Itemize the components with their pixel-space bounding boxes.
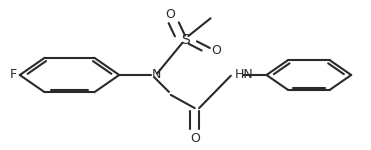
Text: S: S [181,33,190,47]
Text: N: N [152,69,161,81]
Text: O: O [190,132,200,145]
Text: O: O [211,44,221,57]
Text: O: O [165,8,175,21]
Text: F: F [10,69,17,81]
Text: HN: HN [235,69,254,81]
